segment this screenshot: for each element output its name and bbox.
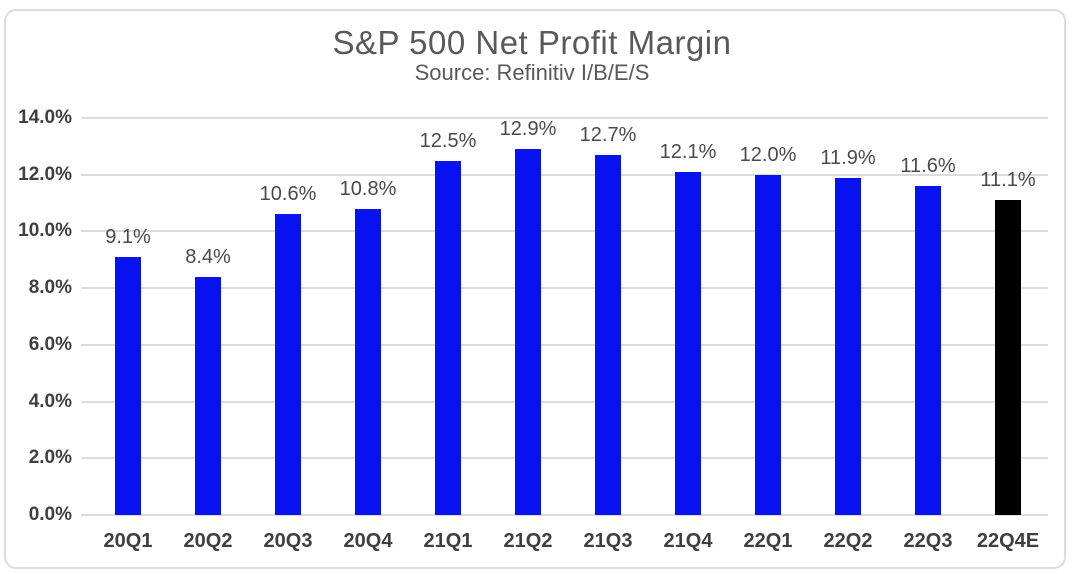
y-axis-tick-label: 4.0% (28, 390, 72, 412)
bar-20q1 (115, 256, 141, 515)
bar-22q3 (915, 186, 941, 515)
bar-value-label: 11.1% (980, 169, 1036, 192)
x-axis-tick-label: 21Q4 (663, 530, 713, 552)
bar-22q2 (835, 177, 861, 515)
gridline (81, 117, 1048, 119)
y-axis-tick-label: 10.0% (18, 220, 72, 242)
chart-subtitle: Source: Refinitiv I/B/E/S (414, 60, 650, 85)
x-axis-tick-label: 20Q3 (263, 530, 313, 552)
y-axis-tick-label: 14.0% (18, 107, 72, 128)
chart-title: S&P 500 Net Profit Margin (332, 24, 732, 61)
bar-22q4e (995, 200, 1021, 515)
bar-value-label: 10.6% (259, 183, 317, 206)
x-axis-tick-label: 20Q1 (103, 530, 153, 552)
bar-20q3 (275, 214, 301, 515)
bar-value-label: 11.6% (900, 155, 956, 178)
bar-value-label: 10.8% (339, 177, 397, 200)
y-axis-tick-label: 8.0% (28, 277, 72, 299)
y-axis-tick-label: 2.0% (28, 447, 72, 469)
bar-value-label: 12.0% (739, 143, 797, 166)
gridline (81, 457, 1048, 460)
bar-21q2 (515, 149, 541, 515)
bar-22q1 (755, 174, 781, 515)
bar-20q4 (355, 208, 381, 515)
bar-21q4 (675, 171, 701, 515)
bar-value-label: 12.9% (499, 118, 557, 141)
gridline (81, 514, 1048, 516)
bar-value-label: 9.1% (105, 225, 151, 248)
bar-value-label: 12.1% (659, 140, 717, 163)
bar-value-label: 12.7% (579, 123, 637, 146)
y-axis-tick-label: 12.0% (18, 163, 72, 185)
x-axis-tick-label: 20Q4 (343, 530, 393, 552)
x-axis-tick-label: 21Q1 (423, 530, 473, 552)
bar-value-label: 11.9% (820, 146, 876, 169)
bar-20q2 (195, 276, 221, 515)
x-axis-tick-label: 22Q3 (903, 530, 953, 552)
x-axis-tick-label: 22Q4E (976, 530, 1040, 552)
gridline (81, 230, 1048, 233)
x-axis-tick-label: 22Q2 (823, 530, 873, 552)
gridline (81, 173, 1048, 176)
bar-21q3 (595, 154, 621, 515)
gridline (81, 343, 1048, 346)
plot-area: 0.0% 2.0% 4.0% 6.0% 8.0% 10.0% 12.0% 14.0% 9.1% 2… (18, 107, 1048, 552)
gridline (81, 400, 1048, 403)
bar-value-label: 12.5% (419, 129, 477, 152)
y-axis-tick-label: 6.0% (28, 333, 72, 355)
x-axis-tick-label: 20Q2 (183, 530, 233, 552)
bar-value-label: 8.4% (185, 245, 231, 268)
bar-21q1 (435, 160, 461, 515)
gridline (81, 287, 1048, 290)
y-axis-tick-label: 0.0% (28, 504, 72, 525)
x-axis-tick-label: 22Q1 (743, 530, 793, 552)
x-axis-tick-label: 21Q3 (583, 530, 633, 552)
x-axis-tick-label: 21Q2 (503, 530, 553, 552)
